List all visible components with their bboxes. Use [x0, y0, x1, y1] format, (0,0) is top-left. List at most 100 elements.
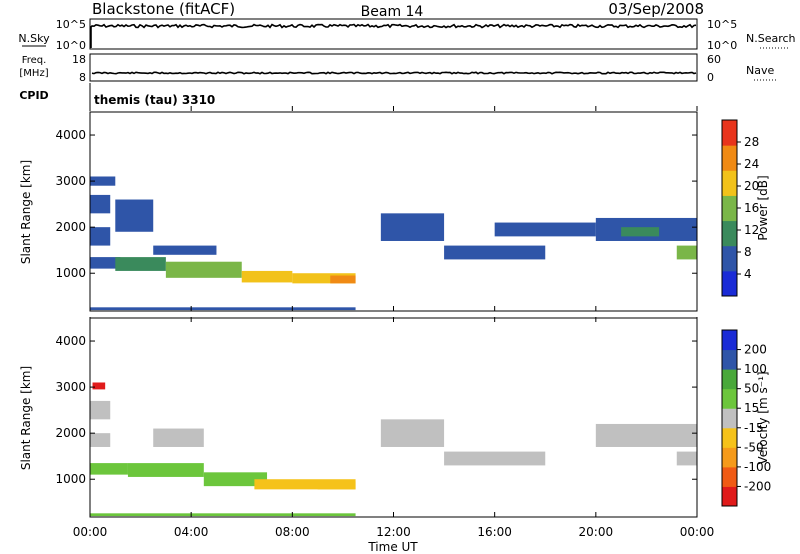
velocity-colorbar-swatch-2	[722, 447, 737, 468]
nsearch-tick-bottom: 10^0	[707, 39, 737, 52]
power-colorbar-tick-label-4: 12	[744, 223, 759, 237]
power-ytick-label-0: 1000	[55, 266, 86, 280]
xtick-label-0: 00:00	[73, 525, 108, 539]
velocity-colorbar-swatch-7	[722, 349, 737, 370]
xtick-label-5: 20:00	[579, 525, 614, 539]
xtick-label-2: 08:00	[275, 525, 310, 539]
power-colorbar-swatch-3	[722, 195, 737, 222]
velocity-colorbar-swatch-8	[722, 330, 737, 351]
power-cell-12	[380, 213, 445, 241]
velocity-colorbar-tick-label-5: -50	[744, 440, 764, 454]
xtick-label-4: 16:00	[477, 525, 512, 539]
power-data-cells	[90, 176, 697, 311]
nsky-panel: N.Sky 10^5 10^0 10^5 10^0 N.Search	[18, 18, 795, 52]
velocity-colorbar-tick-label-6: -100	[744, 460, 771, 474]
power-ylabel: Slant Range [km]	[19, 160, 33, 264]
time-axis-label: Time UT	[367, 540, 418, 554]
power-ytick-label-1: 2000	[55, 220, 86, 234]
velocity-cell-12	[595, 423, 697, 447]
cpid-panel: CPID themis (tau) 3310	[19, 83, 215, 110]
velocity-cell-0	[90, 433, 111, 447]
power-cell-11	[90, 307, 356, 311]
power-colorbar-tick-label-1: 24	[744, 157, 759, 171]
freq-label-line1: Freq.	[22, 55, 47, 66]
power-colorbar-tick-label-2: 20	[744, 179, 759, 193]
velocity-cell-6	[254, 479, 356, 490]
velocity-colorbar-swatch-0	[722, 486, 737, 507]
nsky-label: N.Sky	[18, 32, 50, 45]
power-colorbar-tick-label-6: 4	[744, 267, 752, 281]
nave-tick-top: 60	[707, 53, 721, 66]
velocity-ytick-label-3: 4000	[55, 334, 86, 348]
power-cell-4	[115, 257, 166, 271]
velocity-cell-5	[203, 472, 268, 487]
power-colorbar-swatch-2	[722, 220, 737, 247]
power-cell-10	[115, 199, 154, 232]
power-cell-6	[241, 270, 293, 283]
power-cell-9	[153, 245, 217, 255]
velocity-cell-8	[153, 428, 204, 447]
cpid-text: themis (tau) 3310	[94, 93, 215, 107]
velocity-y-ticks: 1000 2000 3000 4000	[55, 334, 697, 486]
date-title: 03/Sep/2008	[608, 0, 704, 18]
velocity-colorbar-tick-label-2: 50	[744, 382, 759, 396]
velocity-ytick-label-2: 3000	[55, 380, 86, 394]
velocity-colorbar-tick-label-0: 200	[744, 343, 767, 357]
power-colorbar-tick-label-3: 16	[744, 201, 759, 215]
power-cell-3	[90, 257, 121, 269]
time-axis-ticks: 00:00 04:00 08:00 12:00 16:00 20:00 00:00	[73, 106, 714, 539]
velocity-cell-1	[90, 400, 111, 420]
velocity-data-cells	[90, 382, 697, 517]
velocity-panel: 1000 2000 3000 4000 Slant Range [km]	[19, 317, 698, 518]
power-cell-14	[494, 222, 596, 237]
power-cell-13	[444, 245, 546, 260]
velocity-cell-7	[317, 481, 356, 490]
nsky-tick-top: 10^5	[56, 18, 86, 31]
power-ytick-label-3: 4000	[55, 128, 86, 142]
velocity-colorbar-tick-label-3: 15	[744, 401, 759, 415]
velocity-colorbar-swatch-1	[722, 466, 737, 487]
power-y-ticks: 1000 2000 3000 4000	[55, 128, 697, 280]
power-cell-8	[330, 275, 356, 284]
power-cell-16	[621, 227, 660, 237]
velocity-cell-9	[90, 513, 356, 517]
power-colorbar-label: Power [dB]	[756, 175, 770, 240]
freq-trace	[91, 71, 697, 75]
velocity-ytick-label-0: 1000	[55, 472, 86, 486]
power-colorbar-swatch-4	[722, 170, 737, 196]
nsearch-tick-top: 10^5	[707, 18, 737, 31]
freq-label-line2: [MHz]	[19, 68, 48, 79]
velocity-colorbar-swatch-4	[722, 408, 737, 429]
power-colorbar-swatch-0	[722, 270, 737, 297]
cpid-label: CPID	[19, 89, 48, 102]
velocity-cell-11	[444, 451, 546, 466]
velocity-colorbar-swatch-5	[722, 388, 737, 409]
velocity-colorbar-tick-label-4: -15	[744, 421, 764, 435]
velocity-colorbar-swatch-6	[722, 369, 737, 390]
velocity-colorbar-label: Velocity [m s⁻¹]	[756, 371, 770, 464]
nsky-trace	[90, 23, 697, 48]
velocity-colorbar-swatch-3	[722, 427, 737, 448]
freq-panel: Freq. [MHz] 18 8 60 0 Nave	[19, 53, 776, 84]
freq-tick-top: 18	[72, 53, 86, 66]
power-cell-7	[292, 273, 356, 284]
nave-tick-bottom: 0	[707, 71, 714, 84]
xtick-label-1: 04:00	[174, 525, 209, 539]
velocity-cell-4	[127, 463, 204, 477]
velocity-cell-3	[90, 463, 128, 475]
velocity-colorbar-tick-label-7: -200	[744, 479, 771, 493]
power-colorbar-swatch-5	[722, 145, 737, 171]
power-cell-17	[676, 245, 697, 260]
power-colorbar-swatch-1	[722, 245, 737, 272]
power-panel: 1000 2000 3000 4000 Slant Range [km]	[19, 111, 698, 312]
power-colorbar-tick-label-0: 28	[744, 135, 759, 149]
power-ytick-label-2: 3000	[55, 174, 86, 188]
power-cell-2	[90, 176, 116, 186]
station-title: Blackstone (fitACF)	[92, 0, 235, 18]
velocity-ylabel: Slant Range [km]	[19, 366, 33, 470]
velocity-cell-13	[676, 451, 697, 466]
power-cell-1	[90, 194, 111, 214]
power-colorbar-swatch-6	[722, 120, 737, 146]
power-cell-0	[90, 227, 111, 246]
